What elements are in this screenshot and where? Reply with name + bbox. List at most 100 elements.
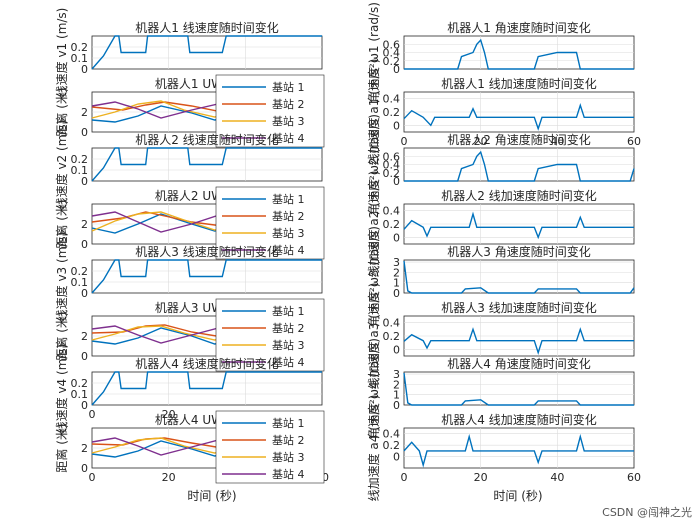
y-axis-label: 线加速度 a4 (m/s²) <box>366 395 381 502</box>
y-tick-label: 0.4 <box>383 47 401 60</box>
axes-frame <box>403 427 635 469</box>
xlabel-right: 时间 (秒) <box>493 489 542 503</box>
legend-label-station-3: 基站 3 <box>272 114 305 128</box>
subplot-title: 机器人2 角速度随时间变化 <box>447 132 590 147</box>
x-tick-label: 60 <box>627 135 641 148</box>
y-tick-label: 0 <box>393 231 400 244</box>
subplot-title: 机器人2 线速度随时间变化 <box>135 132 278 147</box>
legend-label-station-4: 基站 4 <box>272 355 305 369</box>
y-tick-label: 0 <box>81 462 88 475</box>
y-tick-label: 2 <box>81 106 88 119</box>
y-tick-label: 0 <box>81 175 88 188</box>
x-tick-label: 0 <box>401 135 408 148</box>
legend-label-station-3: 基站 3 <box>272 226 305 240</box>
legend-label-station-3: 基站 3 <box>272 338 305 352</box>
series-line-r3-v <box>91 259 322 294</box>
y-tick-label: 0.4 <box>383 428 401 441</box>
y-axis-label: 线加速度 a2 (m/s²) <box>366 171 381 278</box>
y-tick-label: 1 <box>393 389 400 402</box>
y-tick-label: 0 <box>81 399 88 412</box>
series-line-r4-v <box>91 371 322 406</box>
x-tick-label: 40 <box>550 471 564 484</box>
y-tick-label: 0.4 <box>383 93 401 106</box>
y-axis-label: 距离 (米) <box>54 311 69 360</box>
legend: 基站 1 基站 2 基站 3 基站 4 <box>215 298 325 372</box>
y-tick-label: 0.2 <box>383 167 401 180</box>
subplot-title: 机器人1 线速度随时间变化 <box>135 20 278 35</box>
legend-label-station-2: 基站 2 <box>272 97 305 111</box>
legend-label-station-1: 基站 1 <box>272 304 305 318</box>
y-tick-label: 0 <box>81 287 88 300</box>
y-axis-label: 角速度 ω2 (rad/s) <box>366 114 381 215</box>
axes-frame <box>403 371 635 406</box>
y-tick-label: 0 <box>393 343 400 356</box>
series-line-station-3 <box>91 211 246 232</box>
series-line-r1-w <box>404 38 634 70</box>
y-axis-label: 角速度 ω4 (rad/s) <box>366 338 381 439</box>
y-tick-label: 0 <box>393 399 400 412</box>
y-axis-label: 线速度 v3 (m/s) <box>54 232 69 322</box>
legend: 基站 1 基站 2 基站 3 基站 4 <box>215 410 325 484</box>
x-tick-label: 0 <box>401 471 408 484</box>
y-tick-label: 0.2 <box>383 439 401 452</box>
y-tick-label: 0.1 <box>71 388 89 401</box>
y-tick-label: 0 <box>393 119 400 132</box>
y-tick-label: 0 <box>393 63 400 76</box>
legend-label-station-2: 基站 2 <box>272 209 305 223</box>
y-tick-label: 2 <box>393 266 400 279</box>
subplot-title: 机器人3 线加速度随时间变化 <box>441 300 596 315</box>
y-axis-label: 线速度 v1 (m/s) <box>54 8 69 98</box>
y-tick-label: 0.2 <box>383 106 401 119</box>
subplot-title: 机器人1 角速度随时间变化 <box>447 20 590 35</box>
subplot-title: 机器人4 角速度随时间变化 <box>447 356 590 371</box>
y-axis-label: 距离 (米) <box>54 423 69 472</box>
watermark: CSDN @闯神之光 <box>602 505 692 519</box>
legend-label-station-4: 基站 4 <box>272 243 305 257</box>
y-tick-label: 0.2 <box>383 218 401 231</box>
xlabel-left: 时间 (秒) <box>187 489 236 503</box>
y-tick-label: 0.2 <box>71 377 89 390</box>
axes-frame <box>403 259 635 294</box>
y-tick-label: 3 <box>393 368 400 381</box>
y-tick-label: 2 <box>393 378 400 391</box>
x-tick-label: 20 <box>474 135 488 148</box>
series-line-r4-a <box>403 433 634 468</box>
legend-label-station-2: 基站 2 <box>272 433 305 447</box>
y-tick-label: 0.4 <box>383 159 401 172</box>
legend: 基站 1 基站 2 基站 3 基站 4 <box>215 186 325 260</box>
y-tick-label: 0.2 <box>71 41 89 54</box>
x-tick-label: 0 <box>89 408 96 421</box>
y-tick-label: 0 <box>393 287 400 300</box>
legend-label-station-1: 基站 1 <box>272 80 305 94</box>
y-tick-label: 0 <box>81 126 88 139</box>
y-tick-label: 0.4 <box>383 317 401 330</box>
subplot-title: 机器人1 线加速度随时间变化 <box>441 76 596 91</box>
y-tick-label: 2 <box>81 330 88 343</box>
x-tick-label: 60 <box>627 471 641 484</box>
y-tick-label: 0.1 <box>71 164 89 177</box>
series-line-station-1 <box>91 327 246 345</box>
series-line-station-1 <box>91 213 246 234</box>
y-tick-label: 0 <box>393 175 400 188</box>
subplot-title: 机器人2 线加速度随时间变化 <box>441 188 596 203</box>
subplot-title: 机器人4 线速度随时间变化 <box>135 356 278 371</box>
y-tick-label: 0.2 <box>383 330 401 343</box>
legend-label-station-4: 基站 4 <box>272 131 305 145</box>
y-axis-label: 角速度 ω3 (rad/s) <box>366 226 381 327</box>
y-axis-label: 距离 (米) <box>54 199 69 248</box>
series-line-r4-w <box>403 372 634 406</box>
legend-label-station-2: 基站 2 <box>272 321 305 335</box>
subplot-title: 机器人3 线速度随时间变化 <box>135 244 278 259</box>
